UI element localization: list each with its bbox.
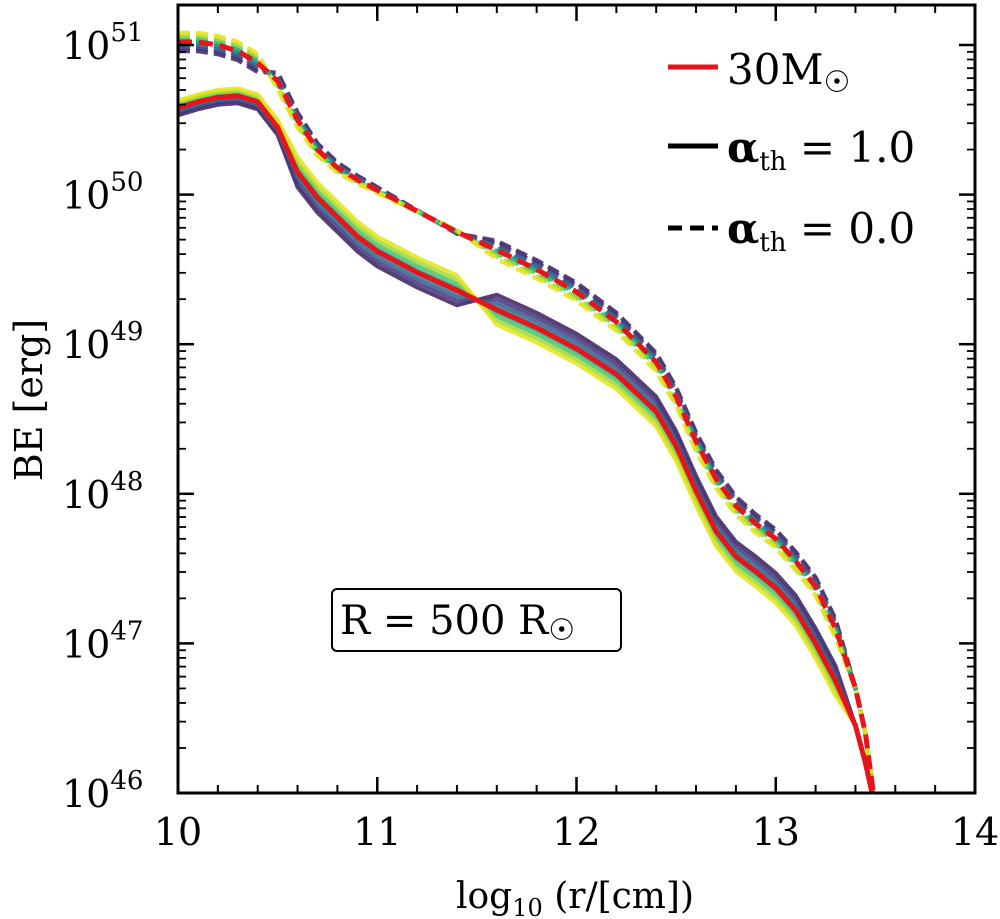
legend-item-alpha-0: αth = 0.0 (668, 204, 915, 258)
y-tick-label: 1051 (62, 18, 143, 68)
red-solid-curve (178, 93, 875, 793)
solid-series-curve (178, 86, 875, 793)
x-axis-label: log10 (r/[cm]) (456, 876, 694, 919)
dashed-series-curve (178, 46, 876, 793)
legend-item-30msun: 30M☉ (668, 45, 850, 100)
svg-text:αth = 0.0: αth = 0.0 (727, 204, 915, 258)
x-tick-label: 10 (154, 810, 202, 854)
svg-text:αth = 1.0: αth = 1.0 (727, 123, 915, 177)
x-tick-label: 12 (552, 810, 600, 854)
x-tick-label: 13 (752, 810, 800, 854)
solid-series-curve (178, 99, 875, 793)
solid-series-curve (178, 97, 875, 793)
x-tick-label: 11 (353, 810, 401, 854)
y-tick-label: 1050 (62, 168, 143, 218)
y-tick-label: 1048 (62, 467, 143, 517)
y-tick-label: 1047 (62, 616, 143, 666)
svg-text:30M☉: 30M☉ (727, 45, 850, 100)
y-tick-label: 1049 (62, 317, 143, 367)
solid-series-curve (178, 101, 875, 793)
svg-text:R = 500 R☉: R = 500 R☉ (340, 598, 575, 648)
axis-ticks (176, 5, 977, 795)
solid-series-curve (178, 94, 875, 793)
data-curves (178, 30, 876, 793)
solid-series-curve (178, 90, 875, 793)
x-tick-labels: 10 11 12 13 14 (154, 810, 999, 854)
solid-series-curve (178, 88, 875, 793)
y-tick-label: 1046 (62, 766, 143, 816)
y-tick-labels: 1046 1047 1048 1049 1050 1051 (62, 18, 143, 816)
radius-annotation: R = 500 R☉ (331, 588, 622, 652)
solid-series-curve (178, 92, 875, 793)
x-tick-label: 14 (951, 810, 999, 854)
y-axis-label: BE [erg] (7, 319, 51, 481)
legend: 30M☉ αth = 1.0 αth = 0.0 (668, 45, 915, 258)
red-dashed-curve (178, 39, 876, 793)
legend-item-alpha-1: αth = 1.0 (668, 123, 915, 177)
dashed-series-curve (178, 30, 876, 793)
